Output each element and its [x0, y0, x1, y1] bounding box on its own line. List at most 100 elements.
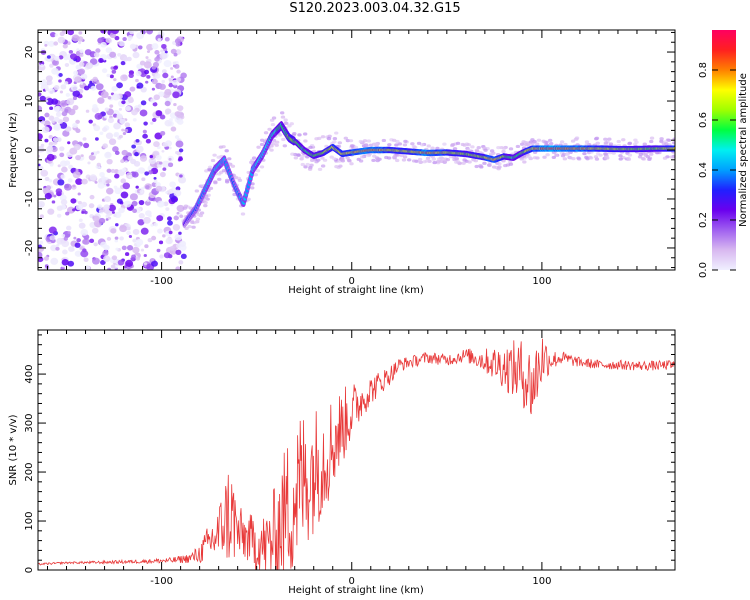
halo-speckle	[250, 186, 255, 190]
noise-speckle	[67, 30, 75, 36]
halo-speckle	[603, 141, 609, 145]
noise-speckle	[94, 137, 99, 141]
halo-speckle	[642, 142, 647, 146]
noise-speckle	[62, 116, 70, 123]
noise-speckle	[118, 40, 125, 47]
noise-speckle	[92, 215, 100, 222]
noise-speckle	[57, 164, 61, 168]
noise-speckle	[46, 55, 51, 59]
noise-speckle	[176, 211, 180, 215]
halo-speckle	[283, 118, 288, 122]
halo-speckle	[366, 139, 372, 143]
noise-speckle	[175, 186, 181, 191]
noise-speckle	[76, 48, 80, 52]
noise-speckle	[44, 176, 50, 182]
halo-speckle	[424, 159, 429, 163]
noise-speckle	[143, 61, 152, 69]
noise-speckle	[83, 85, 90, 91]
colorbar: 0.0 0.2 0.4 0.6 0.8 Normalized spectral ampl…	[698, 30, 749, 278]
noise-speckle	[151, 235, 157, 241]
noise-speckle	[53, 123, 61, 131]
noise-speckle	[135, 78, 139, 83]
halo-speckle	[302, 132, 308, 136]
noise-speckle	[143, 253, 147, 257]
spectrogram-ylabel: Frequency (Hz)	[8, 112, 19, 188]
noise-speckle	[61, 30, 69, 35]
noise-speckle	[139, 109, 148, 117]
noise-speckle	[132, 228, 140, 235]
halo-speckle	[410, 142, 415, 146]
noise-speckle	[100, 41, 107, 48]
halo-speckle	[360, 155, 365, 159]
halo-speckle	[482, 161, 487, 165]
halo-speckle	[395, 158, 400, 163]
noise-speckle	[50, 257, 59, 265]
noise-speckle	[100, 241, 107, 248]
noise-speckle	[107, 96, 112, 100]
noise-speckle	[144, 244, 149, 249]
noise-speckle	[48, 115, 55, 121]
halo-speckle	[563, 142, 568, 147]
halo-speckle	[320, 135, 326, 139]
halo-speckle	[256, 145, 261, 149]
halo-speckle	[431, 157, 437, 161]
noise-speckle	[131, 44, 136, 49]
halo-speckle	[375, 157, 381, 161]
noise-speckle	[116, 82, 123, 89]
halo-speckle	[240, 212, 246, 216]
noise-speckle	[154, 56, 160, 62]
noise-speckle	[96, 162, 101, 167]
noise-speckle	[176, 118, 184, 125]
noise-speckle	[135, 238, 144, 246]
noise-speckle	[158, 240, 164, 245]
noise-speckle	[105, 151, 112, 158]
noise-speckle	[119, 225, 128, 233]
noise-speckle	[97, 182, 105, 189]
noise-speckle	[103, 204, 110, 211]
noise-speckle	[116, 198, 123, 204]
noise-speckle	[44, 138, 49, 143]
halo-speckle	[299, 157, 304, 161]
halo-speckle	[368, 143, 373, 147]
noise-speckle	[90, 152, 95, 156]
noise-speckle	[64, 62, 70, 67]
halo-speckle	[334, 131, 339, 135]
halo-speckle	[608, 142, 614, 146]
noise-speckle	[162, 142, 168, 148]
noise-speckle	[80, 250, 89, 258]
noise-speckle	[72, 90, 81, 98]
noise-speckle	[173, 52, 178, 57]
noise-speckle	[46, 145, 54, 153]
halo-speckle	[522, 160, 527, 164]
noise-speckle	[150, 223, 154, 227]
noise-speckle	[163, 201, 169, 207]
noise-speckle	[180, 72, 187, 79]
halo-speckle	[497, 165, 502, 169]
halo-speckle	[411, 159, 417, 163]
noise-speckle	[167, 220, 173, 226]
noise-speckle	[60, 174, 66, 179]
noise-speckle	[125, 105, 132, 112]
snr-panel: -100 0 100 0 100 200 300 400 Height of straight…	[8, 329, 676, 596]
halo-speckle	[442, 142, 447, 146]
spectrogram-ytick-label: 10	[24, 95, 35, 108]
snr-xtick-label: 0	[349, 576, 355, 587]
noise-speckle	[154, 73, 161, 79]
noise-speckle	[137, 104, 142, 108]
noise-speckle	[49, 63, 54, 68]
halo-speckle	[182, 206, 188, 210]
halo-speckle	[259, 142, 265, 147]
noise-speckle	[144, 171, 150, 176]
noise-speckle	[143, 121, 148, 126]
noise-speckle	[130, 257, 134, 261]
noise-speckle	[45, 98, 54, 106]
noise-speckle	[110, 228, 117, 234]
halo-speckle	[588, 156, 594, 160]
noise-speckle	[172, 224, 181, 231]
noise-speckle	[162, 167, 167, 171]
snr-ytick-label: 400	[24, 365, 35, 384]
noise-speckle	[78, 31, 83, 35]
noise-speckle	[89, 80, 93, 84]
noise-speckle	[124, 91, 132, 98]
halo-speckle	[343, 136, 349, 140]
